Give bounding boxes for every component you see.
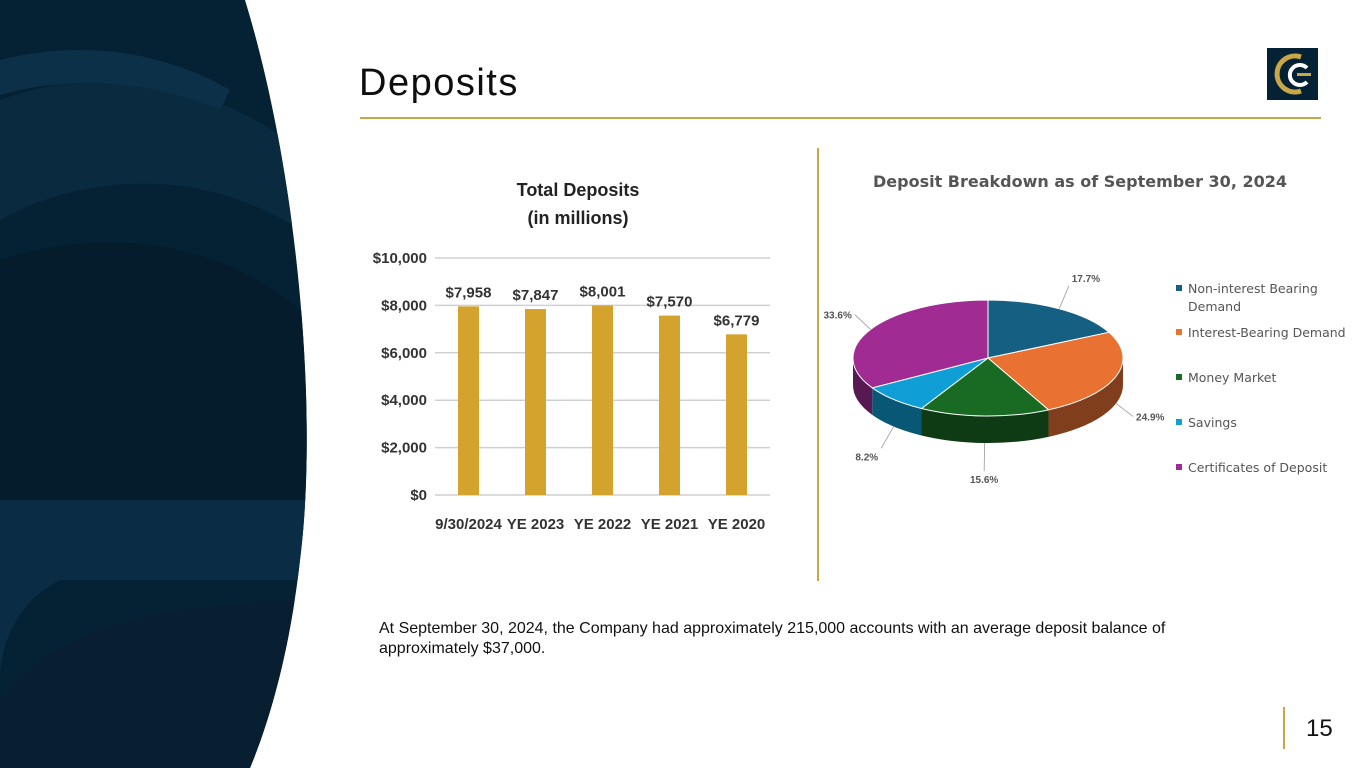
bar-value-label: $7,570 bbox=[647, 294, 693, 311]
x-tick-label: YE 2022 bbox=[574, 516, 632, 533]
y-tick-label: $0 bbox=[410, 487, 427, 504]
pie-slice-side bbox=[921, 408, 1049, 444]
title-rule bbox=[360, 117, 1321, 119]
x-tick-label: YE 2020 bbox=[708, 516, 766, 533]
x-tick-label: 9/30/2024 bbox=[435, 516, 502, 533]
legend-label: Savings bbox=[1188, 415, 1237, 430]
x-tick-label: YE 2023 bbox=[507, 516, 565, 533]
legend-swatch bbox=[1176, 464, 1182, 470]
background-art bbox=[0, 0, 307, 768]
legend-swatch bbox=[1176, 419, 1182, 425]
pie-chart-title: Deposit Breakdown as of September 30, 20… bbox=[873, 172, 1287, 191]
bar-chart-title-line1: Total Deposits bbox=[517, 180, 640, 200]
pie-leader-line bbox=[854, 314, 871, 330]
deposit-breakdown-chart: Deposit Breakdown as of September 30, 20… bbox=[824, 172, 1346, 486]
section-divider bbox=[817, 148, 819, 581]
page-number: 15 bbox=[1306, 715, 1333, 742]
pie-slice-label: 15.6% bbox=[970, 475, 998, 486]
pie-slice-label: 17.7% bbox=[1072, 274, 1100, 285]
y-tick-label: $6,000 bbox=[381, 345, 427, 362]
pie-slice-side bbox=[872, 387, 922, 436]
pie-slice bbox=[986, 331, 1124, 411]
pie-slice-label: 33.6% bbox=[824, 311, 852, 322]
company-logo-icon bbox=[1267, 48, 1318, 100]
pie-slice-side bbox=[853, 358, 873, 415]
bar bbox=[525, 309, 546, 495]
legend-swatch bbox=[1176, 329, 1182, 335]
pie-leader-line bbox=[1058, 285, 1070, 309]
pie-slice-side bbox=[1048, 358, 1123, 437]
page-title: Deposits bbox=[359, 62, 519, 104]
bar-value-label: $7,847 bbox=[513, 287, 559, 304]
bar-value-label: $8,001 bbox=[580, 283, 626, 300]
page-number-rule bbox=[1283, 707, 1285, 749]
legend-swatch bbox=[1176, 285, 1182, 291]
legend-label-cont: Demand bbox=[1188, 299, 1241, 314]
deposit-summary-note: At September 30, 2024, the Company had a… bbox=[379, 620, 1166, 657]
bar-value-label: $7,958 bbox=[446, 284, 492, 301]
pie-sides bbox=[853, 358, 1123, 444]
pie-leader-line bbox=[880, 426, 895, 449]
y-tick-label: $10,000 bbox=[373, 250, 427, 267]
bar bbox=[659, 315, 680, 495]
legend-label: Non-interest Bearing bbox=[1188, 281, 1318, 296]
legend-swatch bbox=[1176, 374, 1182, 380]
legend-label: Money Market bbox=[1188, 370, 1276, 385]
pie-slice-label: 8.2% bbox=[855, 452, 878, 463]
total-deposits-chart: Total Deposits (in millions) $0 $2,000 $4,… bbox=[373, 180, 770, 533]
bar-value-label: $6,779 bbox=[714, 312, 760, 329]
bar bbox=[592, 305, 613, 495]
y-tick-label: $4,000 bbox=[381, 392, 427, 409]
bar bbox=[726, 334, 747, 495]
legend-label: Certificates of Deposit bbox=[1188, 460, 1327, 475]
y-tick-label: $8,000 bbox=[381, 297, 427, 314]
pie-slice bbox=[920, 357, 1050, 417]
pie-slice-label: 24.9% bbox=[1136, 412, 1164, 423]
pie-slice bbox=[852, 299, 989, 389]
legend-label: Interest-Bearing Demand bbox=[1188, 325, 1346, 340]
x-tick-label: YE 2021 bbox=[641, 516, 699, 533]
bar-chart-title-line2: (in millions) bbox=[528, 208, 629, 228]
bar bbox=[458, 306, 479, 495]
pie-leader-line bbox=[1115, 403, 1134, 417]
y-tick-label: $2,000 bbox=[381, 440, 427, 457]
